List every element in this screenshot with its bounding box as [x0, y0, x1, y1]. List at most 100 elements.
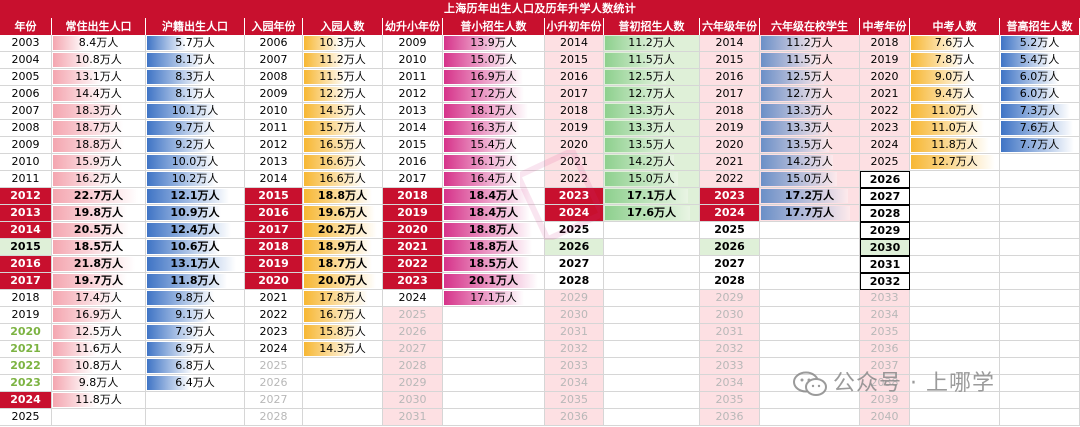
cell-value: 8.4万人: [78, 36, 119, 49]
cell-value: 10.8万人: [75, 53, 122, 66]
data-cell: 10.6万人: [146, 239, 245, 256]
year-cell: 2013: [383, 103, 443, 120]
data-cell: 14.5万人: [303, 103, 383, 120]
cell-value: 15.7万人: [319, 121, 366, 134]
cell-value: 15.0万人: [470, 53, 517, 66]
year-cell: 2021: [700, 154, 760, 171]
cell-value: 11.0万人: [931, 104, 978, 117]
value-bar: [147, 206, 221, 220]
value-bar: [605, 87, 667, 101]
year-cell: 2020: [0, 324, 52, 341]
data-cell: 7.9万人: [146, 324, 245, 341]
data-cell: [443, 307, 545, 324]
value-bar: [304, 291, 369, 305]
value-bar: [605, 70, 666, 84]
year-cell: 2021: [860, 86, 910, 103]
year-cell: 2032: [860, 273, 910, 290]
data-cell: [760, 307, 860, 324]
year-cell: 2025: [0, 409, 52, 426]
year-cell: 2019: [383, 205, 443, 222]
cell-value: 18.1万人: [470, 104, 517, 117]
data-cell: 20.5万人: [52, 222, 146, 239]
cell-value: 11.5万人: [786, 53, 833, 66]
value-bar: [444, 70, 523, 84]
value-bar: [304, 70, 346, 84]
cell-value: 13.9万人: [470, 36, 517, 49]
data-cell: 15.4万人: [443, 137, 545, 154]
year-cell: 2023: [245, 324, 303, 341]
year-cell: 2036: [545, 409, 604, 426]
year-cell: 2006: [245, 35, 303, 52]
data-cell: 11.2万人: [604, 35, 700, 52]
data-cell: 13.5万人: [760, 137, 860, 154]
data-cell: 15.9万人: [52, 154, 146, 171]
data-cell: 17.1万人: [604, 188, 700, 205]
data-cell: 10.3万人: [303, 35, 383, 52]
value-bar: [147, 36, 186, 50]
year-cell: 2009: [0, 137, 52, 154]
year-cell: 2026: [245, 375, 303, 392]
data-cell: 7.7万人: [1000, 137, 1080, 154]
data-cell: 8.4万人: [52, 35, 146, 52]
data-cell: [760, 239, 860, 256]
data-cell: 9.7万人: [146, 120, 245, 137]
data-cell: [604, 307, 700, 324]
cell-value: 18.7万人: [317, 257, 368, 270]
value-bar: [761, 172, 837, 186]
cell-value: 13.5万人: [628, 138, 675, 151]
data-cell: 5.4万人: [1000, 52, 1080, 69]
year-cell: 2003: [0, 35, 52, 52]
cell-value: 11.2万人: [786, 36, 833, 49]
value-bar: [605, 189, 688, 203]
cell-value: 11.8万人: [931, 138, 978, 151]
value-bar: [304, 240, 373, 254]
year-cell: 2008: [0, 120, 52, 137]
data-cell: 12.5万人: [52, 324, 146, 341]
cell-value: 17.2万人: [784, 189, 835, 202]
cell-value: 9.7万人: [175, 121, 215, 134]
year-cell: 2018: [545, 103, 604, 120]
data-cell: 18.5万人: [443, 256, 545, 273]
column-header: 沪籍出生人口: [146, 18, 245, 35]
year-cell: 2026: [700, 239, 760, 256]
year-cell: 2026: [860, 171, 910, 188]
year-cell: 2023: [0, 375, 52, 392]
data-cell: 6.0万人: [1000, 69, 1080, 86]
year-cell: 2035: [700, 392, 760, 409]
cell-value: 9.0万人: [934, 70, 975, 83]
value-bar: [53, 291, 119, 305]
cell-value: 21.8万人: [73, 257, 124, 270]
cell-value: 18.9万人: [317, 240, 368, 253]
cell-value: 11.5万人: [628, 53, 675, 66]
cell-value: 17.6万人: [626, 206, 677, 219]
data-cell: [910, 341, 1000, 358]
year-cell: 2016: [0, 256, 52, 273]
year-cell: 2028: [700, 273, 760, 290]
cell-value: 12.7万人: [786, 87, 833, 100]
value-bar: [605, 155, 674, 169]
value-bar: [304, 36, 342, 50]
cell-value: 22.7万人: [73, 189, 124, 202]
data-cell: 12.5万人: [760, 69, 860, 86]
value-bar: [1001, 70, 1058, 84]
year-cell: 2024: [860, 137, 910, 154]
cell-value: 6.4万人: [175, 376, 215, 389]
data-cell: [910, 239, 1000, 256]
year-cell: 2034: [545, 375, 604, 392]
data-cell: 9.1万人: [146, 307, 245, 324]
cell-value: 13.1万人: [75, 70, 122, 83]
data-cell: 6.4万人: [146, 375, 245, 392]
stamp-mark: [520, 150, 600, 240]
data-cell: 15.0万人: [443, 52, 545, 69]
data-cell: [1000, 171, 1080, 188]
data-cell: [1000, 290, 1080, 307]
cell-value: 5.7万人: [175, 36, 215, 49]
year-cell: 2025: [860, 154, 910, 171]
data-cell: 11.2万人: [303, 52, 383, 69]
cell-value: 16.2万人: [75, 172, 122, 185]
value-bar: [53, 189, 139, 203]
data-cell: [604, 324, 700, 341]
year-cell: 2017: [0, 273, 52, 290]
year-cell: 2029: [545, 290, 604, 307]
cell-value: 20.5万人: [73, 223, 124, 236]
